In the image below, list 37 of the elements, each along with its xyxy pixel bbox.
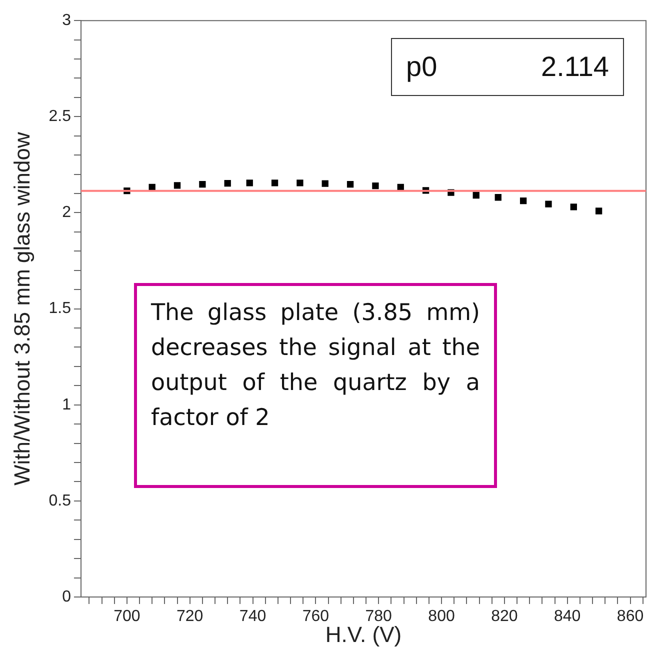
x-tick-label: 860 xyxy=(616,608,644,626)
point xyxy=(322,180,328,187)
annotation: The glass plate (3.85 mm) decreases the signal at the output of the quartz by a factor of 2 xyxy=(151,300,480,431)
point xyxy=(545,200,552,208)
point xyxy=(346,180,354,188)
y-tick-label: 3 xyxy=(62,12,72,30)
x-tick-label: 820 xyxy=(491,608,518,626)
y-tick-label: 1 xyxy=(62,396,72,414)
point xyxy=(570,204,577,210)
annotation: p0 xyxy=(406,51,438,83)
x-tick-label: 840 xyxy=(554,608,581,626)
y-tick-label: 2.5 xyxy=(48,108,72,126)
y-tick-label: 0 xyxy=(62,588,72,606)
point xyxy=(246,180,253,186)
point xyxy=(224,180,231,187)
y-axis-title: With/Without 3.85 mm glass window xyxy=(9,132,34,486)
point xyxy=(271,180,278,186)
point xyxy=(199,180,206,188)
stat-box: p0 2.114 xyxy=(391,38,624,96)
point xyxy=(595,208,602,214)
point xyxy=(472,192,480,199)
x-tick-label: 800 xyxy=(428,608,455,626)
point xyxy=(148,184,156,191)
x-tick-label: 740 xyxy=(239,608,266,626)
annotation: 2.114 xyxy=(541,51,609,83)
y-tick-label: 2 xyxy=(62,204,72,222)
x-tick-label: 700 xyxy=(114,608,140,626)
point xyxy=(494,194,502,201)
text-box: The glass plate (3.85 mm) decreases the signal at the output of the quartz by a factor of 2 xyxy=(134,283,497,488)
y-tick-label: 0.5 xyxy=(48,492,72,510)
y-tick-label: 1.5 xyxy=(48,300,72,318)
point xyxy=(174,182,181,189)
point xyxy=(397,184,404,191)
x-tick-label: 720 xyxy=(176,608,204,626)
point xyxy=(372,182,379,190)
point xyxy=(296,180,304,186)
point xyxy=(520,197,527,204)
